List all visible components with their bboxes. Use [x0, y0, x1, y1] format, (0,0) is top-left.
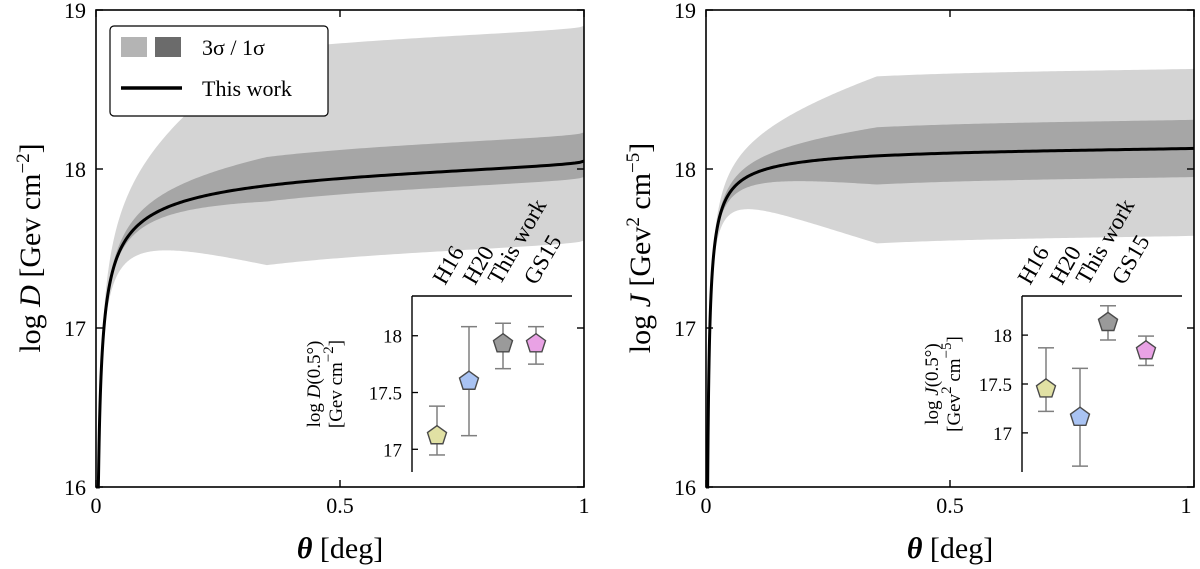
data-point-gs15 — [1135, 339, 1157, 360]
band-1sigma-left — [96, 132, 584, 487]
x-tick-label: 0 — [91, 493, 102, 518]
legend-label-bands: 3σ / 1σ — [202, 35, 265, 60]
x-tick-label: 0 — [701, 493, 712, 518]
x-tick-label: 1 — [579, 493, 590, 518]
panel-left: 0 0.5 1 16 17 18 19 θ [deg] log D [Gev c… — [13, 0, 590, 565]
y-ticks-left — [96, 9, 584, 488]
y-tick-label: 16 — [674, 475, 696, 500]
curve-this-work-left — [96, 159, 585, 489]
inset-y-tick-label: 17.5 — [979, 375, 1012, 396]
inset-y-label-left: log D(0.5°)[Gev cm−2] — [304, 340, 347, 428]
y-tick-label: 18 — [64, 157, 86, 182]
inset-y-tick-label: 17.5 — [369, 384, 402, 405]
y-tick-label: 17 — [674, 316, 696, 341]
legend: 3σ / 1σ This work — [109, 25, 329, 117]
data-point-h16 — [426, 424, 448, 445]
x-ticks-left — [95, 10, 585, 487]
y-tick-label: 17 — [64, 316, 86, 341]
inset-points-right — [1035, 305, 1157, 467]
y-tick-label: 19 — [674, 0, 696, 23]
inset-background-left — [412, 296, 572, 472]
y-axis-label-left: log D [Gev cm−2] — [13, 143, 47, 352]
band-1sigma-right — [706, 119, 1194, 488]
data-point-this-work — [492, 332, 514, 353]
inset-points-left — [426, 322, 547, 456]
inset-y-ticks-left — [412, 335, 418, 450]
data-point-this-work — [1097, 311, 1119, 332]
data-point-h20 — [1069, 406, 1091, 427]
x-tick-label: 0.5 — [936, 493, 964, 518]
inset-y-tick-label: 17 — [383, 440, 402, 461]
legend-label-this-work: This work — [202, 76, 292, 101]
x-ticks-right — [705, 10, 1195, 487]
inset-right: 17 17.5 18 log J(0.5°)[Gev2 cm−5] H16 H2… — [922, 194, 1182, 472]
inset-y-label-right: log J(0.5°)[Gev2 cm−5] — [922, 336, 965, 432]
legend-swatch-3sigma — [121, 37, 147, 57]
inset-y-tick-label: 18 — [383, 327, 402, 348]
inset-category-label: H16 — [1013, 242, 1054, 289]
y-tick-label: 19 — [64, 0, 86, 23]
y-tick-label: 18 — [674, 157, 696, 182]
x-axis-label-left: θ [deg] — [297, 532, 383, 565]
panel-right: 0 0.5 1 16 17 18 19 θ [deg] log J [Gev2 … — [623, 0, 1195, 565]
data-point-h16 — [1035, 378, 1057, 398]
x-tick-label: 0.5 — [326, 493, 354, 518]
data-point-h20 — [458, 370, 480, 390]
data-point-gs15 — [525, 332, 547, 353]
y-ticks-right — [706, 9, 1194, 488]
inset-y-tick-label: 17 — [993, 424, 1012, 445]
band-3sigma-left — [96, 25, 584, 488]
inset-y-tick-label: 18 — [993, 326, 1012, 347]
y-tick-label: 16 — [64, 475, 86, 500]
x-tick-label: 1 — [1181, 493, 1192, 518]
x-axis-label-right: θ [deg] — [907, 532, 993, 565]
curve-this-work-right — [706, 146, 1195, 489]
inset-y-ticks-right — [1022, 334, 1028, 434]
legend-swatch-1sigma — [155, 37, 181, 57]
y-axis-label-right: log J [Gev2 cm−5] — [623, 143, 657, 354]
